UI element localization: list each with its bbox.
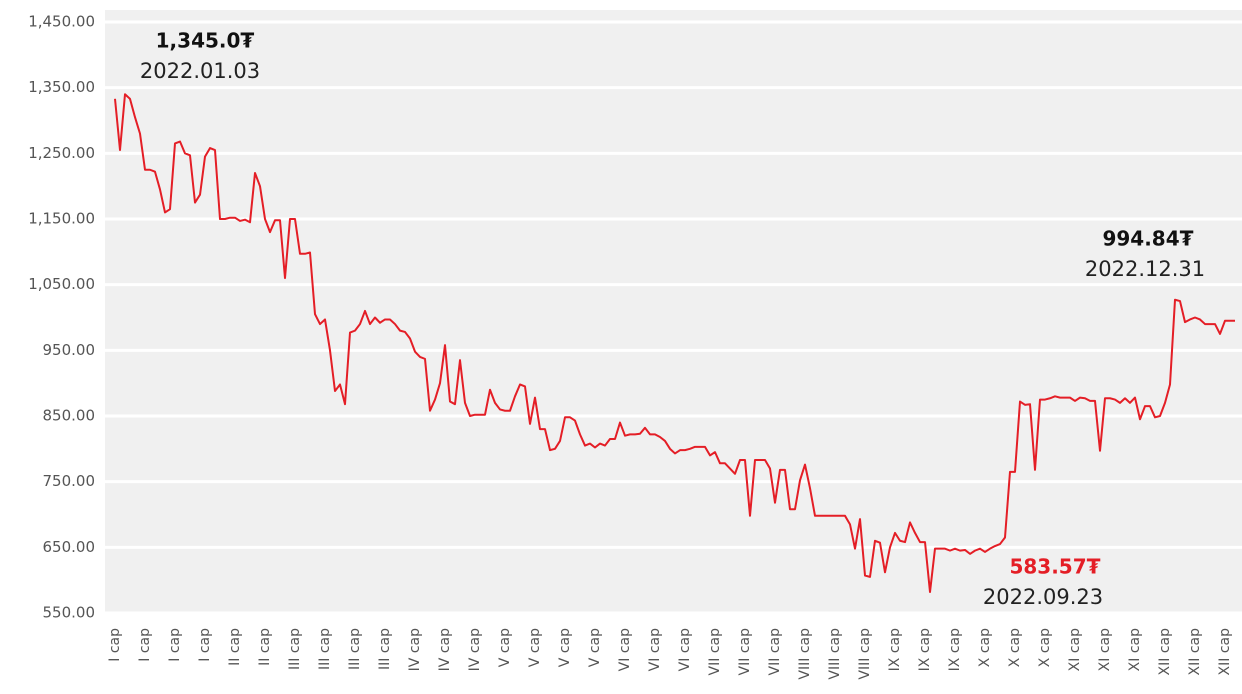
x-tick-label: IV cap [437,628,453,671]
x-tick-label: V cap [527,628,543,667]
annotation-date: 2022.09.23 [983,585,1103,609]
y-tick-label: 650.00 [43,538,96,556]
x-tick-label: X cap [1037,628,1053,667]
x-tick-label: V cap [497,628,513,667]
y-tick-label: 750.00 [43,472,96,490]
y-tick-label: 1,150.00 [28,210,95,228]
x-tick-label: I cap [167,628,183,662]
x-tick-label: VIII cap [857,628,873,680]
annotation-date: 2022.01.03 [140,59,260,83]
x-tick-label: XI cap [1067,628,1083,671]
x-tick-label: XII cap [1217,628,1233,676]
y-tick-label: 550.00 [43,604,96,622]
x-tick-label: I cap [107,628,123,662]
x-tick-label: II cap [257,628,273,666]
x-tick-label: IX cap [887,628,903,671]
x-tick-label: VI cap [677,628,693,671]
x-tick-label: III cap [347,628,363,670]
annotation-value: 1,345.0₮ [156,29,255,53]
x-tick-label: VIII cap [797,628,813,680]
x-tick-label: V cap [557,628,573,667]
x-tick-label: I cap [137,628,153,662]
annotation-date: 2022.12.31 [1085,257,1205,281]
x-tick-label: IV cap [467,628,483,671]
x-tick-label: VII cap [767,628,783,676]
x-tick-label: IX cap [947,628,963,671]
x-tick-label: VII cap [737,628,753,676]
y-tick-label: 1,050.00 [28,275,95,293]
x-tick-label: XI cap [1097,628,1113,671]
x-tick-label: IV cap [407,628,423,671]
x-tick-label: IX cap [917,628,933,671]
x-tick-label: X cap [1007,628,1023,667]
x-tick-label: XI cap [1127,628,1143,671]
x-tick-label: V cap [587,628,603,667]
x-tick-label: VIII cap [827,628,843,680]
x-tick-label: II cap [227,628,243,666]
x-tick-label: III cap [287,628,303,670]
x-tick-label: III cap [377,628,393,670]
plot-area [105,10,1242,613]
x-tick-label: XII cap [1187,628,1203,676]
x-tick-label: I cap [197,628,213,662]
x-tick-label: XII cap [1157,628,1173,676]
x-tick-label: X cap [977,628,993,667]
y-tick-label: 1,350.00 [28,78,95,96]
x-tick-label: VII cap [707,628,723,676]
x-tick-label: III cap [317,628,333,670]
x-tick-label: VI cap [617,628,633,671]
annotation-value: 994.84₮ [1102,227,1193,251]
price-line [114,93,1235,593]
annotation-value: 583.57₮ [1009,555,1100,579]
y-tick-label: 1,250.00 [28,144,95,162]
y-tick-label: 850.00 [43,407,96,425]
x-tick-label: VI cap [647,628,663,671]
y-tick-label: 950.00 [43,341,96,359]
y-tick-label: 1,450.00 [28,13,95,31]
